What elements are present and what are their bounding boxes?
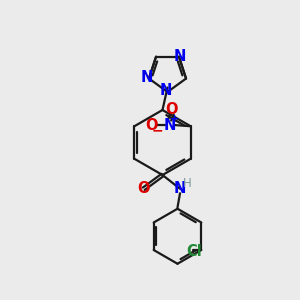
Text: N: N <box>141 70 154 86</box>
Text: −: − <box>152 123 163 137</box>
Text: +: + <box>170 115 179 124</box>
Text: O: O <box>146 118 158 133</box>
Text: N: N <box>160 83 172 98</box>
Text: N: N <box>174 49 186 64</box>
Text: O: O <box>166 103 178 118</box>
Text: N: N <box>174 181 186 196</box>
Text: H: H <box>183 177 191 190</box>
Text: N: N <box>163 118 176 133</box>
Text: O: O <box>137 181 150 196</box>
Text: Cl: Cl <box>186 244 202 259</box>
